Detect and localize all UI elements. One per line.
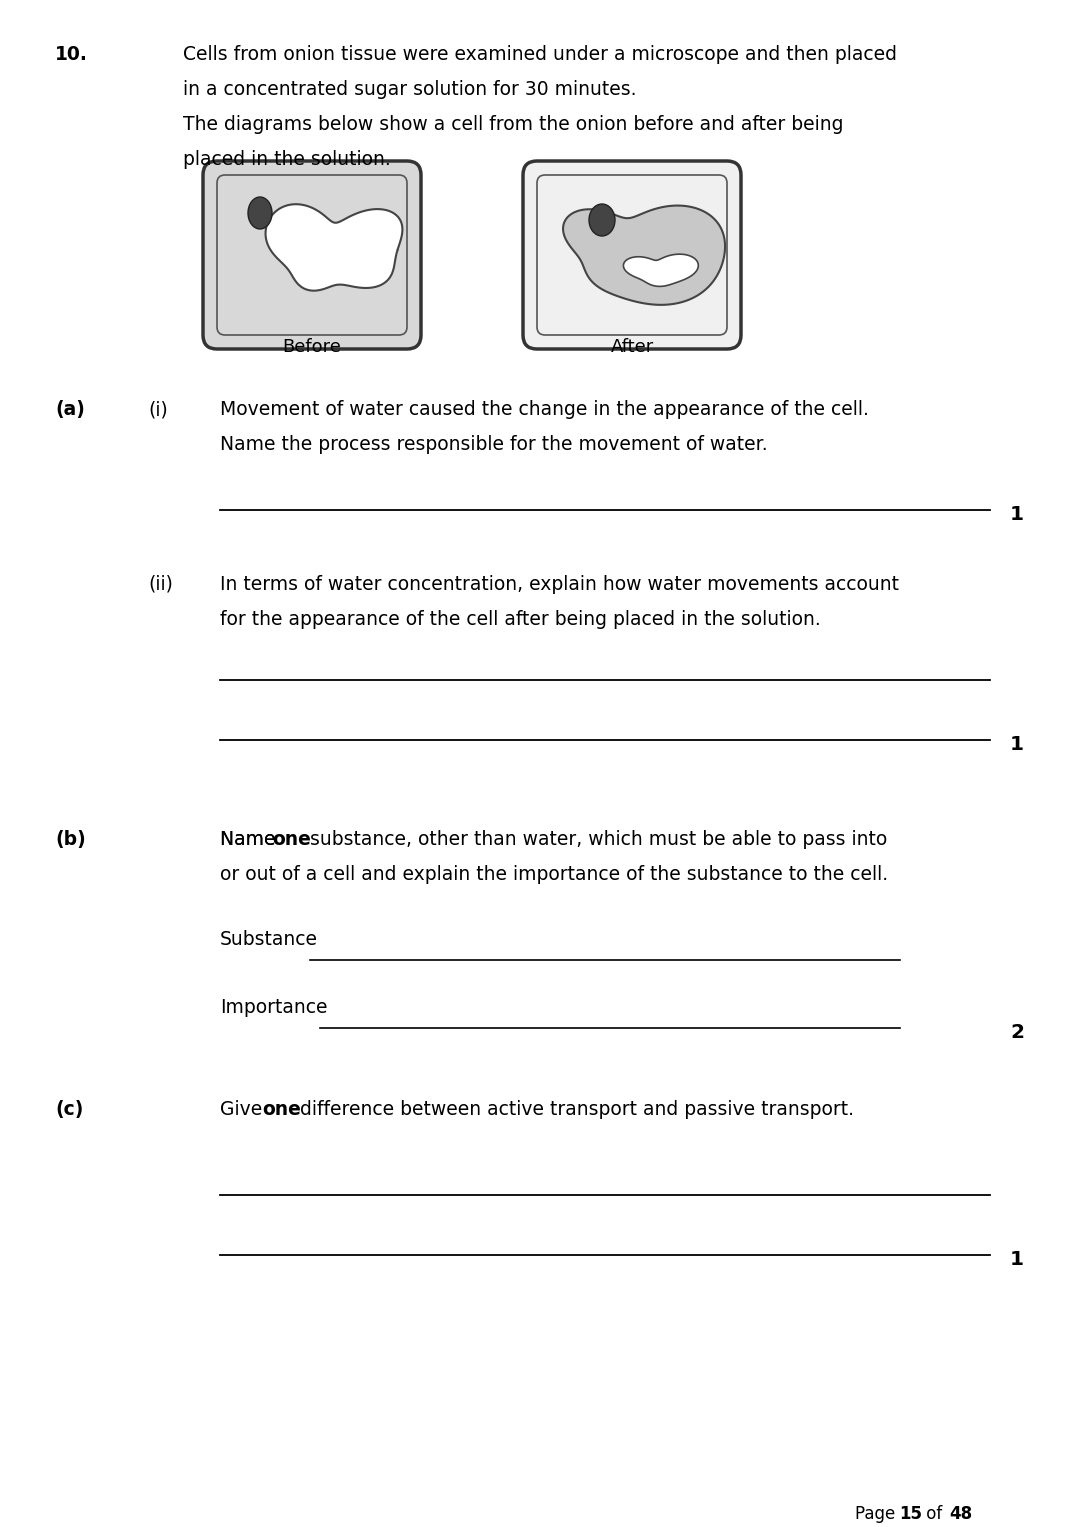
- Text: Movement of water caused the change in the appearance of the cell.: Movement of water caused the change in t…: [220, 400, 869, 418]
- Text: Give: Give: [220, 1099, 268, 1119]
- Text: substance, other than water, which must be able to pass into: substance, other than water, which must …: [303, 831, 888, 849]
- Text: Substance: Substance: [220, 930, 318, 948]
- Text: or out of a cell and explain the importance of the substance to the cell.: or out of a cell and explain the importa…: [220, 864, 888, 884]
- Polygon shape: [266, 205, 403, 290]
- Text: 1: 1: [1010, 734, 1024, 754]
- Text: Name: Name: [220, 831, 282, 849]
- Text: Cells from onion tissue were examined under a microscope and then placed: Cells from onion tissue were examined un…: [183, 44, 897, 64]
- Text: 2: 2: [1010, 1023, 1024, 1041]
- Text: one: one: [262, 1099, 301, 1119]
- Text: 1: 1: [1010, 1251, 1024, 1269]
- Text: placed in the solution.: placed in the solution.: [183, 150, 391, 169]
- Text: Name the process responsible for the movement of water.: Name the process responsible for the mov…: [220, 435, 768, 454]
- Text: The diagrams below show a cell from the onion before and after being: The diagrams below show a cell from the …: [183, 115, 843, 134]
- Ellipse shape: [589, 205, 615, 237]
- FancyBboxPatch shape: [523, 160, 741, 350]
- Text: for the appearance of the cell after being placed in the solution.: for the appearance of the cell after bei…: [220, 609, 821, 629]
- Text: 48: 48: [949, 1506, 972, 1522]
- Text: (i): (i): [148, 400, 167, 418]
- Text: 15: 15: [899, 1506, 922, 1522]
- Text: After: After: [610, 337, 653, 356]
- Text: in a concentrated sugar solution for 30 minutes.: in a concentrated sugar solution for 30 …: [183, 79, 636, 99]
- Polygon shape: [623, 253, 699, 287]
- Text: difference between active transport and passive transport.: difference between active transport and …: [294, 1099, 854, 1119]
- Polygon shape: [563, 206, 725, 305]
- FancyBboxPatch shape: [203, 160, 421, 350]
- Text: Importance: Importance: [220, 999, 327, 1017]
- Text: (ii): (ii): [148, 576, 173, 594]
- Text: one: one: [272, 831, 311, 849]
- Text: (c): (c): [55, 1099, 83, 1119]
- Text: Name: Name: [220, 831, 282, 849]
- Text: Page: Page: [855, 1506, 901, 1522]
- Text: In terms of water concentration, explain how water movements account: In terms of water concentration, explain…: [220, 576, 899, 594]
- Text: 1: 1: [1010, 505, 1024, 524]
- Text: 10.: 10.: [55, 44, 87, 64]
- Text: Before: Before: [283, 337, 341, 356]
- Text: (b): (b): [55, 831, 85, 849]
- Text: of: of: [921, 1506, 947, 1522]
- Text: (a): (a): [55, 400, 85, 418]
- Ellipse shape: [248, 197, 272, 229]
